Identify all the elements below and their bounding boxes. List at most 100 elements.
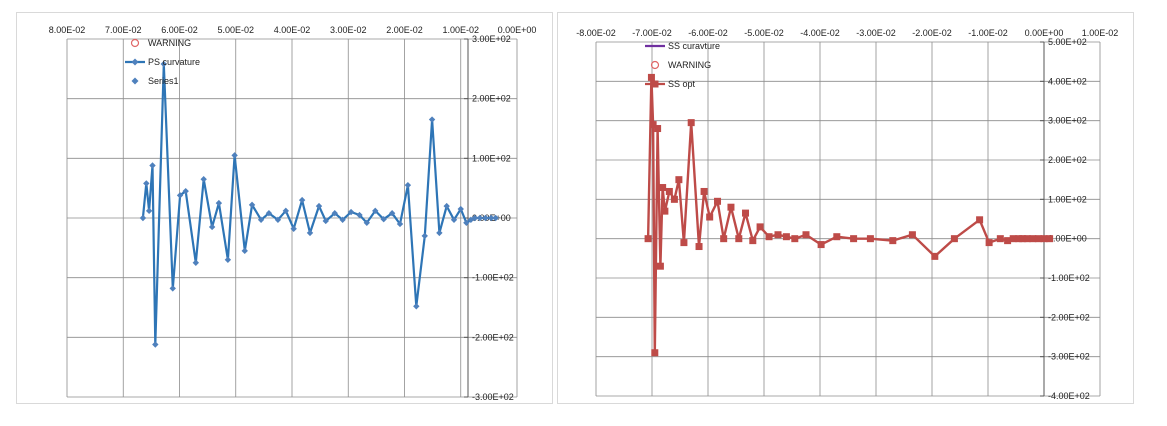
data-point [651, 349, 659, 357]
data-point [257, 216, 265, 223]
data-point [248, 201, 256, 209]
data-point [1004, 237, 1012, 245]
legend-label: SS curavture [668, 41, 720, 51]
x-tick-label: -7.00E-02 [632, 28, 672, 38]
data-point [322, 217, 329, 225]
data-point [700, 187, 708, 195]
x-tick-label: 7.00E-02 [105, 25, 142, 35]
data-point [143, 180, 150, 187]
data-point [976, 216, 984, 224]
data-point [802, 231, 810, 239]
data-point [1023, 235, 1031, 243]
data-point [774, 231, 782, 239]
x-tick-label: -8.00E-02 [576, 28, 616, 38]
chart-left-panel: 8.00E-02 7.00E-02 6.00E-02 5.00E-02 4.00E-02… [16, 12, 553, 404]
data-point [735, 235, 743, 243]
data-point [950, 235, 958, 243]
data-point [1019, 235, 1027, 243]
y-tick-label: -3.00E+02 [1048, 352, 1090, 362]
data-point [231, 152, 238, 159]
data-point [644, 235, 652, 243]
data-point [661, 207, 669, 215]
data-point [695, 243, 703, 251]
data-point [908, 231, 916, 239]
data-point [139, 214, 147, 222]
data-point [241, 247, 248, 255]
data-point [145, 207, 153, 215]
legend-marker-square [651, 80, 659, 88]
data-point [176, 192, 184, 199]
data-point [208, 223, 216, 231]
x-tick-label: -3.00E-02 [856, 28, 896, 38]
x-tick-label: 6.00E-02 [161, 25, 198, 35]
data-point [680, 239, 688, 247]
legend-label: PS curvature [148, 57, 200, 67]
y-tick-label: -4.00E+02 [1048, 391, 1090, 401]
legend-marker-circle [130, 38, 140, 48]
x-tick-label: -2.00E-02 [912, 28, 952, 38]
x-tick-label: 0.00E+00 [498, 25, 537, 35]
data-point [428, 116, 436, 123]
data-point [985, 239, 993, 247]
x-tick-label: -4.00E-02 [800, 28, 840, 38]
data-point [706, 213, 714, 221]
x-tick-label: -6.00E-02 [688, 28, 728, 38]
legend-marker-diamond [131, 58, 139, 66]
data-point [265, 210, 273, 217]
data-point [182, 187, 189, 195]
data-point [380, 215, 387, 223]
y-tick-label: -3.00E+02 [472, 392, 514, 402]
x-tick-label: 4.00E-02 [274, 25, 311, 35]
series-line-ps-curvature [141, 62, 496, 346]
data-point [727, 203, 735, 211]
data-point [443, 202, 450, 210]
y-tick-label: 4.00E+02 [1048, 76, 1087, 86]
data-point [450, 216, 458, 223]
data-point [756, 223, 764, 231]
y-tick-label: -2.00E+02 [1048, 312, 1090, 322]
y-tick-label: 0.00E+00 [1048, 234, 1087, 244]
data-point [282, 207, 290, 215]
x-tick-label: 2.00E-02 [386, 25, 423, 35]
x-tick-label: 1.00E-02 [442, 25, 479, 35]
data-point [1034, 235, 1042, 243]
data-point [169, 285, 176, 292]
data-point [996, 235, 1004, 243]
data-point [866, 235, 874, 243]
x-tick-label: 3.00E-02 [330, 25, 367, 35]
data-point [331, 210, 338, 217]
data-point [224, 256, 232, 263]
data-point [192, 259, 200, 266]
legend-label: SS opt [668, 79, 696, 89]
data-point [487, 214, 495, 222]
data-point [160, 60, 167, 68]
data-point [290, 225, 297, 232]
x-tick-label: -1.00E-02 [968, 28, 1008, 38]
legend-label: WARNING [668, 60, 711, 70]
x-tick-label: 8.00E-02 [49, 25, 86, 35]
data-point [421, 232, 428, 240]
data-point [315, 202, 323, 210]
data-point [274, 216, 282, 223]
legend-label: Series1 [148, 76, 179, 86]
y-tick-label: 3.00E+02 [472, 34, 511, 44]
data-point [372, 207, 379, 215]
data-point [1040, 235, 1048, 243]
chart-left: 8.00E-02 7.00E-02 6.00E-02 5.00E-02 4.00E-02… [49, 25, 537, 402]
y-tick-label: 3.00E+02 [1048, 116, 1087, 126]
data-point [356, 211, 363, 219]
data-point [749, 237, 757, 245]
data-point [659, 184, 667, 192]
data-point [649, 121, 657, 129]
data-point [817, 241, 825, 249]
chart-right: -8.00E-02 -7.00E-02 -6.00E-02 -5.00E-02 -4.0… [576, 28, 1118, 401]
legend-label: WARNING [148, 38, 191, 48]
y-tick-label: 2.00E+02 [472, 94, 511, 104]
data-point [931, 252, 939, 260]
data-point [436, 229, 443, 237]
x-tick-label: 0.00E+00 [1025, 28, 1064, 38]
x-tick-label: 5.00E-02 [217, 25, 254, 35]
y-tick-label: -1.00E+02 [472, 273, 514, 283]
data-point [647, 73, 655, 81]
data-point [833, 233, 841, 241]
